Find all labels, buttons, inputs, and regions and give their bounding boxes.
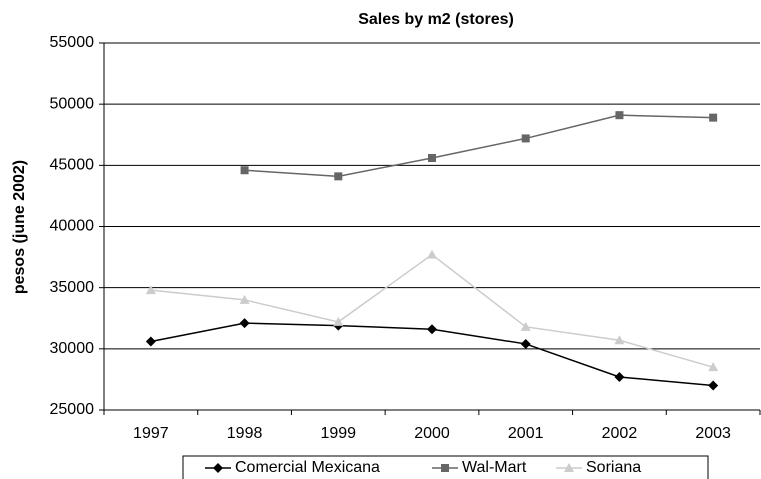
- x-tick-label: 2000: [414, 425, 450, 442]
- y-tick-label: 50000: [50, 95, 95, 112]
- legend-label: Wal-Mart: [462, 459, 527, 476]
- x-tick-label: 1997: [133, 425, 169, 442]
- marker: [564, 463, 574, 472]
- marker: [708, 362, 719, 372]
- marker: [520, 338, 531, 349]
- y-tick-label: 55000: [50, 34, 95, 51]
- x-tick-label: 2002: [602, 425, 638, 442]
- x-tick-label: 2003: [695, 425, 731, 442]
- marker: [428, 153, 436, 162]
- y-tick-label: 40000: [50, 218, 95, 235]
- y-tick-label: 25000: [50, 401, 95, 418]
- marker: [441, 464, 449, 472]
- series-line: [244, 114, 714, 178]
- y-axis-label: pesos (june 2002): [11, 160, 28, 294]
- y-tick-label: 30000: [50, 340, 95, 357]
- marker: [213, 463, 223, 473]
- y-tick-label: 45000: [50, 157, 95, 174]
- marker: [239, 318, 250, 329]
- marker: [240, 166, 249, 175]
- marker: [709, 113, 718, 122]
- marker: [427, 249, 437, 259]
- legend-label: Comercial Mexicana: [235, 459, 380, 476]
- x-tick-label: 1998: [227, 425, 263, 442]
- marker: [520, 321, 531, 331]
- marker: [427, 324, 437, 335]
- legend-label: Soriana: [586, 459, 641, 476]
- marker: [145, 336, 156, 347]
- marker: [521, 134, 530, 143]
- marker: [614, 335, 625, 345]
- x-tick-label: 1999: [320, 425, 356, 442]
- marker: [708, 380, 719, 391]
- chart-title: Sales by m2 (stores): [358, 11, 514, 28]
- marker: [615, 111, 624, 120]
- marker: [145, 285, 156, 295]
- y-tick-label: 35000: [50, 279, 95, 296]
- marker: [333, 316, 344, 326]
- series-line: [150, 253, 714, 368]
- marker: [614, 371, 625, 382]
- marker: [239, 294, 250, 304]
- marker: [334, 172, 343, 181]
- x-tick-label: 2001: [508, 425, 544, 442]
